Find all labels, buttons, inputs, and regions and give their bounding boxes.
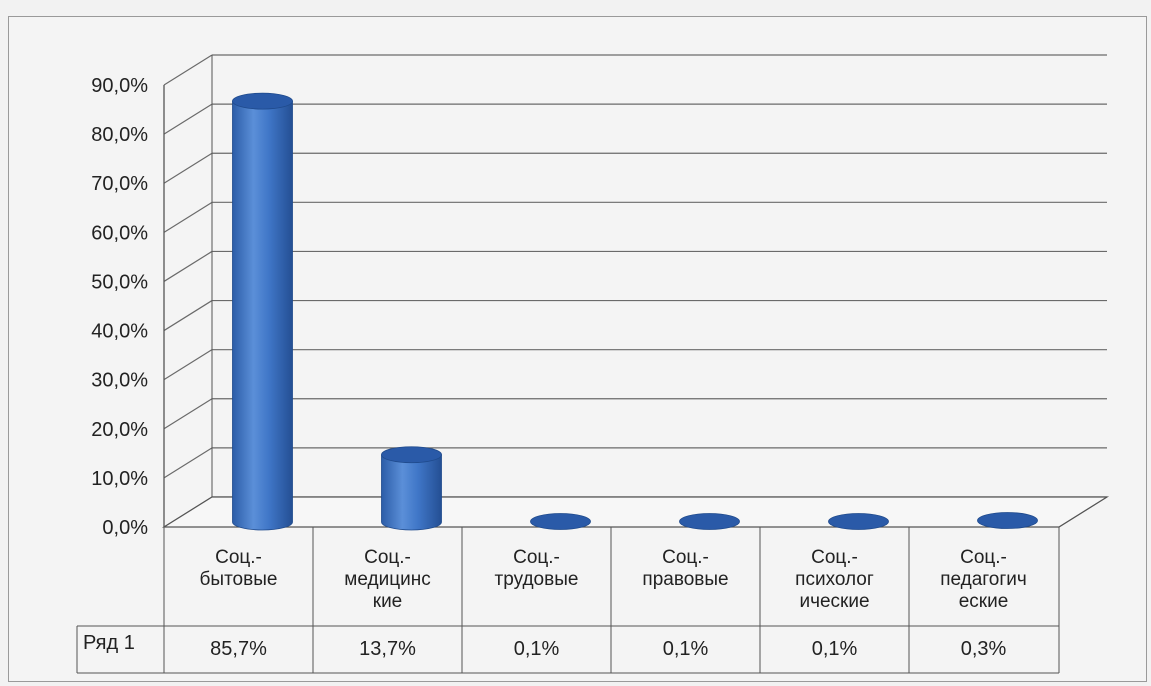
- data-label: 85,7%: [210, 638, 267, 660]
- gridline-diagonal: [163, 447, 213, 479]
- x-tick-label: Соц.- психолог ические: [795, 547, 874, 612]
- y-tick-label: 90,0%: [91, 75, 148, 97]
- y-tick-label: 20,0%: [91, 419, 148, 441]
- gridline-diagonal: [163, 250, 213, 282]
- bar-top: [977, 512, 1038, 529]
- table-line: [1058, 496, 1108, 528]
- y-tick-label: 0,0%: [102, 517, 148, 539]
- x-tick-label: Соц.- педагогич еские: [940, 547, 1027, 612]
- gridline-diagonal: [163, 54, 213, 86]
- y-tick-label: 50,0%: [91, 271, 148, 293]
- y-tick-label: 30,0%: [91, 370, 148, 392]
- x-tick-label: Соц.- медицинс кие: [344, 547, 431, 612]
- bar-3: [530, 513, 591, 530]
- data-label: 0,1%: [662, 638, 709, 660]
- x-tick-label: Соц.- трудовые: [494, 547, 579, 590]
- bar-top: [232, 92, 293, 110]
- legend-series-name: Ряд 1: [83, 632, 135, 654]
- bar-top: [679, 513, 740, 530]
- bar-top: [530, 513, 591, 530]
- bar-top: [381, 446, 442, 464]
- y-tick-label: 80,0%: [91, 124, 148, 146]
- data-label: 0,3%: [960, 638, 1007, 660]
- gridline-diagonal: [163, 201, 213, 233]
- bar-top: [828, 513, 889, 530]
- y-tick-label: 70,0%: [91, 173, 148, 195]
- data-label: 0,1%: [513, 638, 560, 660]
- x-tick-label: Соц.- бытовые: [199, 547, 278, 590]
- x-tick-label: Соц.- правовые: [642, 547, 729, 590]
- y-tick-label: 60,0%: [91, 222, 148, 244]
- gridline-diagonal: [163, 103, 213, 135]
- data-label: 0,1%: [811, 638, 858, 660]
- bar-6: [977, 512, 1038, 529]
- y-tick-label: 40,0%: [91, 321, 148, 343]
- chart-floor: [161, 496, 1110, 528]
- gridline-diagonal: [163, 349, 213, 381]
- chart-frame: 0,0% 10,0% 20,0% 30,0% 40,0% 50,0% 60,0% 70,0% 8…: [8, 16, 1147, 682]
- bar-5: [828, 513, 889, 530]
- bar-body: [381, 454, 442, 531]
- bar-1: [232, 92, 293, 531]
- bar-4: [679, 513, 740, 530]
- bar-body: [232, 100, 293, 531]
- gridline-diagonal: [163, 398, 213, 430]
- chart-plot: 0,0% 10,0% 20,0% 30,0% 40,0% 50,0% 60,0% 70,0% 8…: [76, 54, 1110, 674]
- data-label: 13,7%: [359, 638, 416, 660]
- bar-2: [381, 446, 442, 531]
- y-tick-label: 10,0%: [91, 468, 148, 490]
- gridline-diagonal: [163, 152, 213, 184]
- gridline-diagonal: [163, 300, 213, 332]
